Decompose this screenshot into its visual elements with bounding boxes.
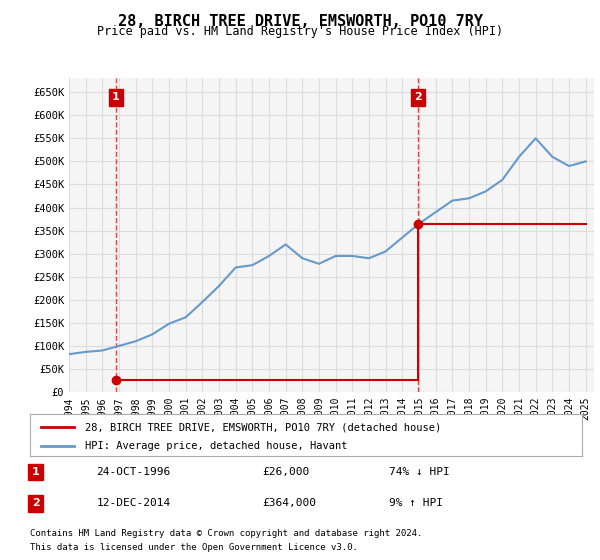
Text: This data is licensed under the Open Government Licence v3.0.: This data is licensed under the Open Gov… — [30, 543, 358, 552]
Text: 9% ↑ HPI: 9% ↑ HPI — [389, 498, 443, 508]
Text: 1: 1 — [112, 92, 120, 102]
Text: £364,000: £364,000 — [262, 498, 316, 508]
Text: 2: 2 — [414, 92, 422, 102]
Text: Price paid vs. HM Land Registry's House Price Index (HPI): Price paid vs. HM Land Registry's House … — [97, 25, 503, 38]
Text: HPI: Average price, detached house, Havant: HPI: Average price, detached house, Hava… — [85, 441, 348, 451]
Text: 2: 2 — [32, 498, 40, 508]
Text: 28, BIRCH TREE DRIVE, EMSWORTH, PO10 7RY: 28, BIRCH TREE DRIVE, EMSWORTH, PO10 7RY — [118, 14, 482, 29]
Text: 1: 1 — [32, 467, 40, 477]
Text: Contains HM Land Registry data © Crown copyright and database right 2024.: Contains HM Land Registry data © Crown c… — [30, 529, 422, 538]
Text: 28, BIRCH TREE DRIVE, EMSWORTH, PO10 7RY (detached house): 28, BIRCH TREE DRIVE, EMSWORTH, PO10 7RY… — [85, 422, 442, 432]
Text: 12-DEC-2014: 12-DEC-2014 — [96, 498, 170, 508]
Text: 24-OCT-1996: 24-OCT-1996 — [96, 467, 170, 477]
Text: £26,000: £26,000 — [262, 467, 309, 477]
Text: 74% ↓ HPI: 74% ↓ HPI — [389, 467, 449, 477]
